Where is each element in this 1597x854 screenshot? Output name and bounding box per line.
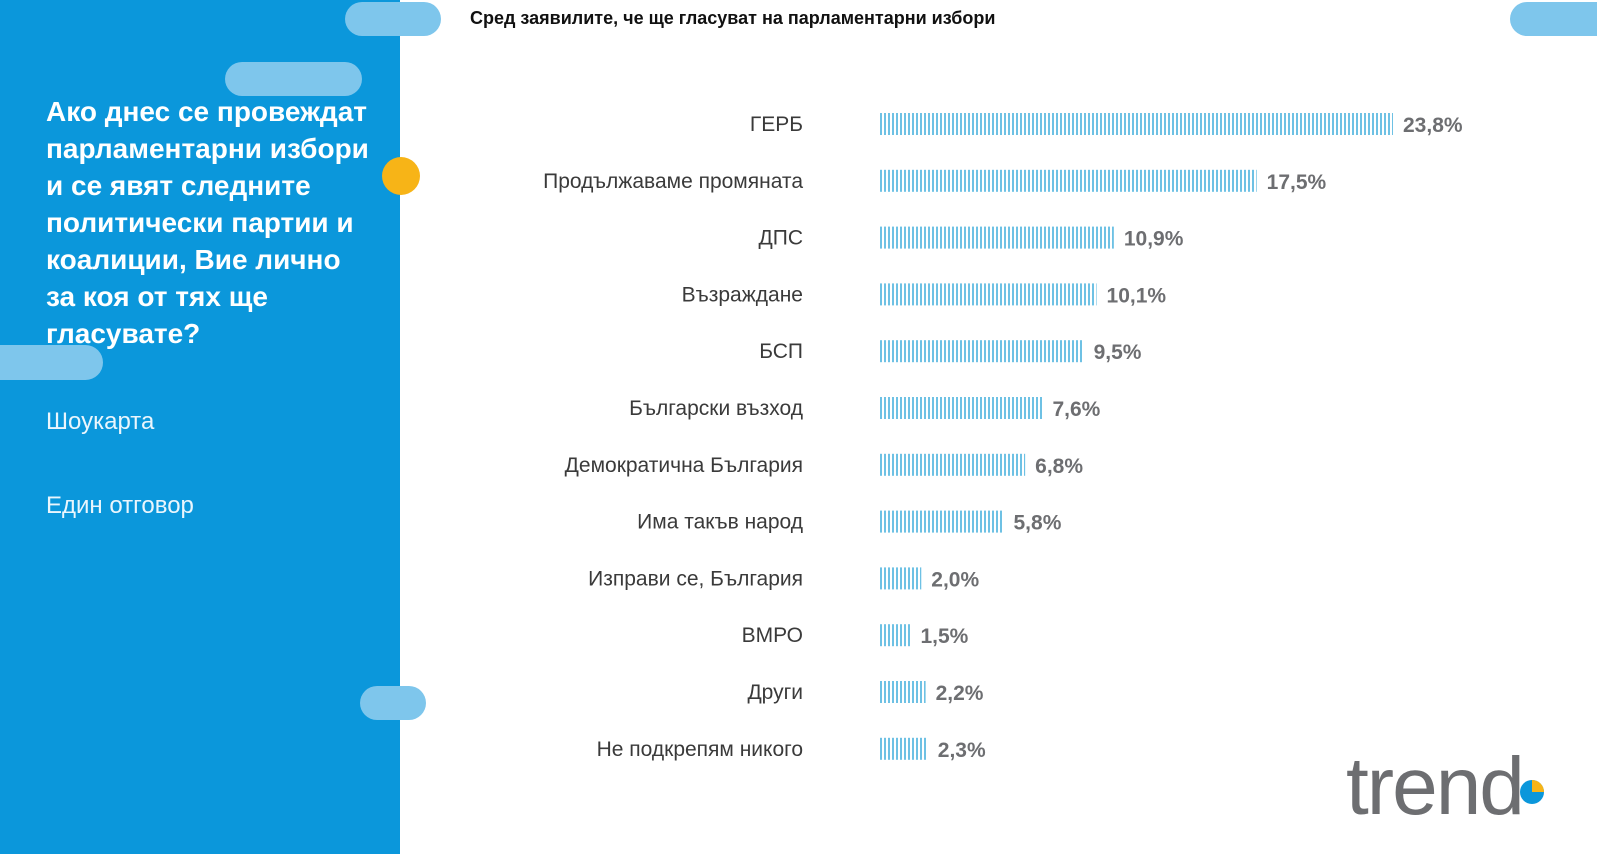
bar — [878, 737, 928, 760]
logo-wordmark: trend — [1346, 748, 1523, 832]
category-label: Възраждане — [682, 283, 803, 306]
logo-dot-yellow — [1532, 780, 1544, 792]
decor-pill — [225, 62, 362, 96]
decor-pill — [345, 2, 441, 36]
category-label: Има такъв народ — [637, 511, 803, 534]
bar — [878, 624, 911, 647]
value-label: 5,8% — [1014, 512, 1062, 535]
value-label: 2,3% — [938, 739, 986, 762]
bar — [878, 113, 1393, 135]
bar — [878, 510, 1004, 533]
bar — [878, 169, 1257, 192]
category-label: Продължаваме промяната — [543, 170, 803, 193]
value-label: 2,0% — [931, 568, 979, 591]
value-label: 10,1% — [1107, 284, 1167, 307]
decor-pill — [1510, 2, 1597, 36]
value-label: 2,2% — [936, 682, 984, 705]
survey-question: Ако днес се провеждат парламентарни избо… — [46, 96, 369, 349]
bar-chart: ГЕРБ 23,8% Продължаваме промяната 17,5% ДПС 1… — [543, 113, 1463, 762]
value-label: 7,6% — [1052, 398, 1100, 421]
category-label: ДПС — [759, 227, 803, 250]
category-label: БСП — [759, 340, 803, 363]
bar — [878, 567, 922, 590]
category-label: Български възход — [629, 397, 803, 420]
value-label: 10,9% — [1124, 228, 1184, 251]
trend-logo: trend — [1346, 748, 1544, 832]
bar — [878, 226, 1114, 249]
bar — [878, 681, 926, 703]
category-label: ГЕРБ — [750, 113, 803, 136]
bar — [878, 453, 1026, 476]
value-label: 17,5% — [1267, 171, 1327, 194]
chart-title: Сред заявилите, че ще гласуват на парлам… — [470, 8, 996, 28]
bar — [878, 340, 1084, 363]
showcard-note: Шоукарта — [46, 408, 155, 435]
category-label: Не подкрепям никого — [597, 738, 803, 761]
category-label: Изправи се, България — [588, 567, 803, 590]
category-label: Други — [747, 681, 803, 704]
decor-pill — [0, 345, 103, 380]
accent-dot — [382, 157, 420, 195]
value-label: 6,8% — [1035, 455, 1083, 478]
decor-pill — [360, 686, 426, 720]
value-label: 23,8% — [1403, 114, 1463, 137]
sidebar — [0, 0, 400, 854]
value-label: 1,5% — [920, 625, 968, 648]
bar — [878, 283, 1097, 306]
bar — [878, 397, 1043, 419]
category-label: ВМРО — [742, 624, 803, 647]
category-label: Демократична България — [565, 454, 803, 477]
answer-type-note: Един отговор — [46, 492, 194, 519]
value-label: 9,5% — [1094, 341, 1142, 364]
